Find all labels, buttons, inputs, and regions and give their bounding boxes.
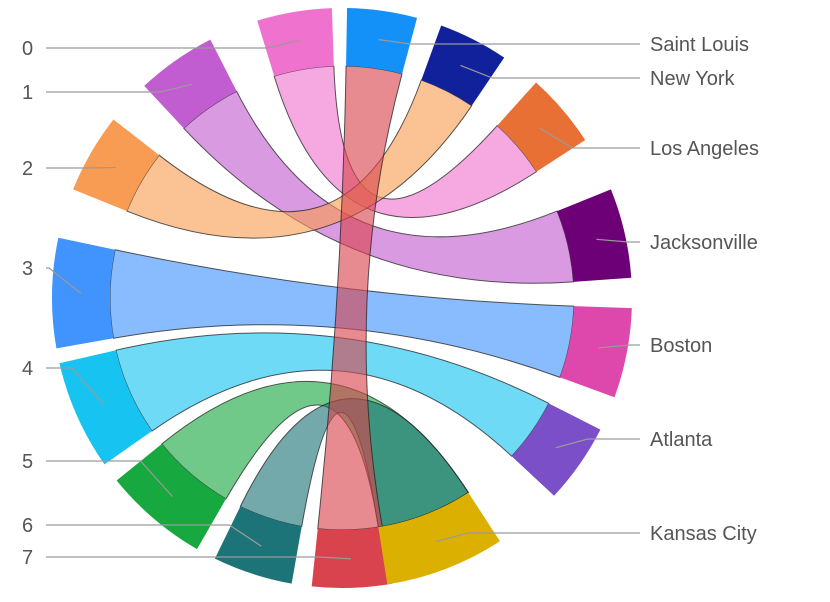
leader-line-5: [46, 460, 173, 497]
ribbon-2-new-york: [126, 79, 473, 239]
leader-line-boston: [598, 344, 640, 349]
node-label-5: 5: [22, 451, 33, 473]
leader-line-los-angeles: [540, 127, 640, 149]
leader-line-new-york: [460, 64, 640, 79]
node-arc-atlanta: [511, 403, 601, 496]
node-arc-new-york: [421, 25, 505, 106]
node-label-6: 6: [22, 515, 33, 537]
leader-line-2: [46, 166, 116, 169]
leader-line-3: [46, 267, 82, 294]
node-label-2: 2: [22, 158, 33, 180]
leader-line-jacksonville: [596, 238, 640, 243]
node-arc-1: [144, 39, 237, 129]
node-label-4: 4: [22, 358, 33, 380]
node-arc-jacksonville: [557, 189, 632, 282]
leader-line-kansas-city: [435, 532, 640, 543]
node-arc-5: [116, 444, 226, 550]
node-label-0: 0: [22, 38, 33, 60]
node-arc-6: [214, 506, 302, 584]
label-layer: 0 1 2 3 4 5 6 7 Saint Louis New York Los Angeles Ja…: [22, 34, 759, 569]
node-label-boston: Boston: [650, 335, 712, 357]
node-label-new-york: New York: [650, 68, 735, 90]
node-arc-los-angeles: [497, 82, 586, 172]
node-arc-kansas-city: [378, 492, 500, 585]
node-label-atlanta: Atlanta: [650, 429, 713, 451]
node-label-7: 7: [22, 547, 33, 569]
leader-line-1: [46, 83, 193, 93]
leader-line-saint-louis: [378, 38, 640, 45]
node-arc-0: [257, 8, 334, 77]
leader-line-6: [46, 524, 262, 547]
node-arc-4: [59, 350, 152, 465]
leader-line-4: [46, 367, 105, 405]
leader-line-7: [46, 556, 352, 560]
leader-line-layer: [46, 38, 640, 560]
ribbon-4-atlanta: [115, 332, 550, 457]
leader-line-0: [46, 39, 300, 49]
node-label-kansas-city: Kansas City: [650, 523, 757, 545]
ribbon-layer: [109, 65, 575, 531]
node-label-los-angeles: Los Angeles: [650, 138, 759, 160]
node-arc-2: [73, 119, 160, 212]
leader-line-atlanta: [555, 438, 640, 449]
node-arc-3: [52, 237, 116, 349]
node-arc-boston: [560, 306, 632, 398]
node-arc-layer: [52, 8, 632, 588]
ribbon-7-saint-louis: [317, 65, 403, 531]
node-label-1: 1: [22, 82, 33, 104]
node-arc-7: [311, 526, 393, 588]
node-label-jacksonville: Jacksonville: [650, 232, 758, 254]
node-arc-saint-louis: [346, 8, 418, 74]
node-label-saint-louis: Saint Louis: [650, 34, 749, 56]
node-label-3: 3: [22, 258, 33, 280]
